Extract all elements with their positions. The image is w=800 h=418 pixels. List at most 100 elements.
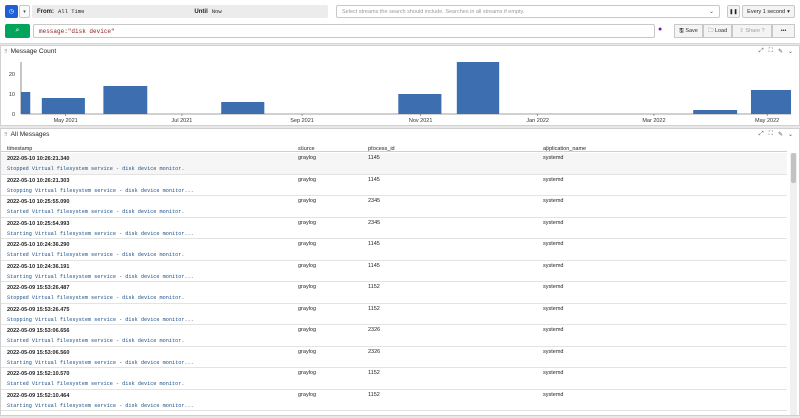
message-count-chart: 0 10 20 May 2021 Jul 2021 Sep 2021 Nov 2021 Jan… <box>9 62 791 124</box>
more-actions-button[interactable]: ••• <box>772 24 795 38</box>
until-label: Until <box>194 8 208 15</box>
column-label: process_id <box>368 146 395 152</box>
table-row[interactable]: 2022-05-09 15:53:26.475 Stopping Virtual … <box>1 304 787 325</box>
column-label: timestamp <box>7 146 33 152</box>
process-id-cell: 1145 <box>368 176 380 183</box>
table-row[interactable]: 2022-05-09 15:53:06.560 Starting Virtual … <box>1 347 787 368</box>
share-label: Share <box>745 28 761 34</box>
edit-icon[interactable]: ✎ <box>777 49 783 55</box>
timestamp-cell: 2022-05-09 15:52:10.464 <box>7 392 70 399</box>
message-count-panel: ⠿ Message Count ⤢ ⛶ ✎ ⌄ 0 10 20 May 2021 Jul… <box>0 45 800 126</box>
timestamp-cell: 2022-05-09 15:53:26.487 <box>7 285 70 291</box>
fullscreen-icon[interactable]: ⛶ <box>768 131 773 137</box>
from-value: All Time <box>58 8 85 15</box>
application-name-cell: systemd <box>543 219 564 226</box>
y-tick-label: 0 <box>12 112 15 118</box>
chart-bar <box>398 94 442 114</box>
chevron-down-icon[interactable]: ⌄ <box>787 132 793 138</box>
fullscreen-icon[interactable]: ⛶ <box>768 48 773 54</box>
x-tick-label: Nov 2021 <box>409 118 433 124</box>
drag-handle-icon[interactable]: ⠿ <box>4 48 8 55</box>
time-range-dropdown-button[interactable]: ▾ <box>19 5 30 18</box>
column-label: application_name <box>543 146 587 152</box>
table-row[interactable]: 2022-05-09 15:52:10.464 Starting Virtual … <box>1 390 787 411</box>
table-row[interactable]: 2022-05-09 15:53:26.487 Stopped Virtual f… <box>1 282 787 304</box>
messages-scrollbar[interactable] <box>790 153 797 415</box>
share-button[interactable]: ⇪ Share ? <box>732 24 772 38</box>
messages-table-body: 2022-05-10 10:26:21.340 Stopped Virtual f… <box>1 153 787 417</box>
sort-icon: ⇅ <box>370 146 375 152</box>
message-cell: Starting Virtual filesystem service - di… <box>7 402 194 409</box>
source-cell: graylog <box>298 241 317 247</box>
source-cell: graylog <box>298 198 317 204</box>
y-tick-label: 10 <box>9 92 15 98</box>
refresh-interval-dropdown[interactable]: Every 1 second ▾ <box>742 5 795 18</box>
process-id-cell: 1152 <box>368 391 380 398</box>
message-count-header: ⠿ Message Count <box>1 46 799 57</box>
search-toolbar: ◷ ▾ From: All Time Until Now Select stre… <box>0 0 800 44</box>
x-tick-label: Sep 2021 <box>290 118 314 124</box>
table-row[interactable]: 2022-05-10 10:26:21.340 Stopped Virtual f… <box>1 153 787 175</box>
table-row[interactable]: 2022-05-10 10:25:54.993 Starting Virtual … <box>1 218 787 239</box>
table-row[interactable]: 2022-05-10 10:24:36.290 Started Virtual f… <box>1 239 787 261</box>
x-tick-label: May 2021 <box>54 118 78 124</box>
load-button[interactable]: 🗀 Load <box>703 24 732 38</box>
save-label: Save <box>685 28 698 34</box>
timestamp-cell: 2022-05-10 10:25:54.993 <box>7 220 70 227</box>
application-name-cell: systemd <box>543 241 564 247</box>
all-messages-panel: ⠿ All Messages ⤢ ⛶ ✎ ⌄ timestamp ⇩ source… <box>0 128 800 416</box>
pause-icon: ❚❚ <box>729 8 738 15</box>
expand-icon[interactable]: ⤢ <box>758 131 764 137</box>
timestamp-cell: 2022-05-10 10:24:36.290 <box>7 242 70 248</box>
expand-icon[interactable]: ⤢ <box>758 48 764 54</box>
x-tick-label: Jan 2022 <box>526 118 549 124</box>
table-row[interactable]: 2022-05-09 15:52:10.570 Started Virtual f… <box>1 368 787 390</box>
search-button[interactable]: ⌕ <box>5 24 30 38</box>
chart-bar <box>221 102 265 114</box>
timestamp-cell: 2022-05-09 15:53:26.475 <box>7 306 70 313</box>
refresh-interval-label: Every 1 second <box>747 8 786 15</box>
message-cell: Starting Virtual filesystem service - di… <box>7 273 194 280</box>
edit-icon[interactable]: ✎ <box>777 132 783 138</box>
time-range-display[interactable]: From: All Time Until Now <box>32 5 328 18</box>
streams-placeholder: Select streams the search should include… <box>342 8 525 15</box>
folder-icon: 🗀 <box>707 27 714 34</box>
chart-bar <box>103 86 148 114</box>
streams-select[interactable]: Select streams the search should include… <box>336 5 720 18</box>
application-name-cell: systemd <box>543 327 564 333</box>
source-cell: graylog <box>298 219 317 226</box>
sort-icon: ⇅ <box>300 146 305 152</box>
column-label: source <box>298 146 315 152</box>
time-range-button[interactable]: ◷ <box>5 5 18 18</box>
x-tick-label: Jul 2021 <box>172 118 193 124</box>
all-messages-header: ⠿ All Messages <box>1 129 799 140</box>
search-icon: ⌕ <box>15 27 20 34</box>
messages-column-header: timestamp ⇩ source ⇅ process_id ⇅ applicati… <box>1 142 787 152</box>
application-name-cell: systemd <box>543 305 564 312</box>
lightbulb-icon[interactable]: ● <box>658 26 663 33</box>
table-row[interactable]: 2022-05-10 10:24:36.191 Starting Virtual … <box>1 261 787 282</box>
message-count-title: Message Count <box>10 48 57 55</box>
chart-bar <box>21 92 31 114</box>
table-row[interactable]: 2022-05-09 15:53:06.656 Started Virtual f… <box>1 325 787 347</box>
all-messages-tools: ⤢ ⛶ ✎ ⌄ <box>759 131 793 138</box>
timestamp-cell: 2022-05-10 10:25:55.090 <box>7 199 70 205</box>
chart-bar <box>41 98 85 114</box>
save-button[interactable]: 🖫 Save <box>674 24 703 38</box>
message-cell: Stopped Virtual filesystem service - dis… <box>7 166 185 172</box>
pause-button[interactable]: ❚❚ <box>727 5 740 18</box>
search-query-input[interactable]: message:"disk device" <box>33 24 655 38</box>
until-value: Now <box>211 8 222 15</box>
chevron-down-icon[interactable]: ⌄ <box>787 49 793 55</box>
source-cell: graylog <box>298 155 317 161</box>
timestamp-cell: 2022-05-10 10:26:21.303 <box>7 177 70 184</box>
scrollbar-thumb[interactable] <box>791 153 796 183</box>
table-row[interactable]: 2022-05-10 10:25:55.090 Started Virtual f… <box>1 196 787 218</box>
table-row[interactable]: 2022-05-10 10:26:21.303 Stopping Virtual … <box>1 175 787 196</box>
clock-icon: ◷ <box>8 9 15 15</box>
share-icon: ⇪ <box>739 28 744 34</box>
application-name-cell: systemd <box>543 155 564 161</box>
x-tick-label: Mar 2022 <box>642 118 665 124</box>
drag-handle-icon[interactable]: ⠿ <box>4 131 8 138</box>
source-cell: graylog <box>298 305 317 312</box>
